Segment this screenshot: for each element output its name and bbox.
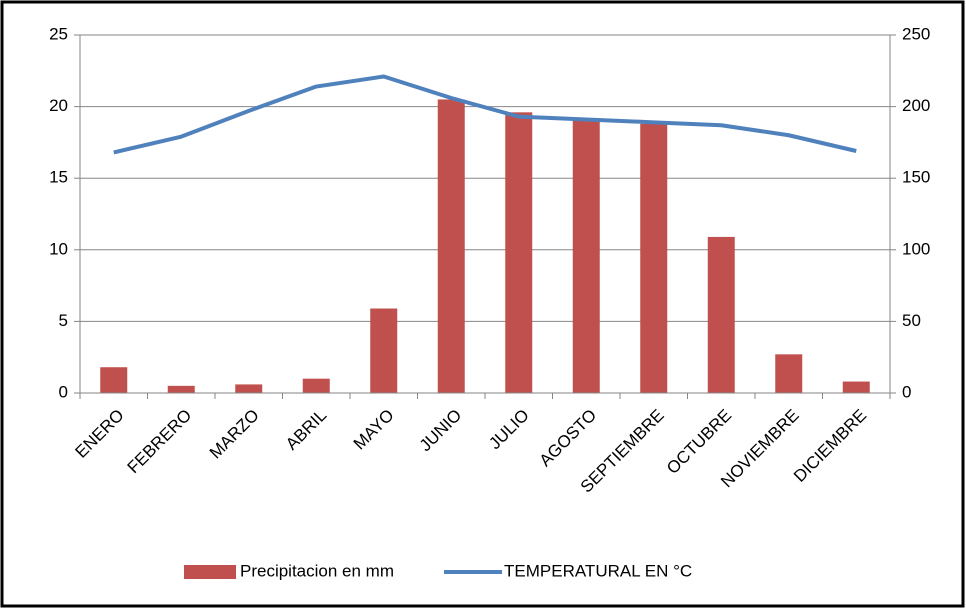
bar (572, 118, 600, 393)
bar (775, 354, 803, 393)
y2-tick-label: 100 (902, 239, 930, 258)
bar (505, 112, 533, 393)
y-tick-label: 15 (49, 168, 68, 187)
bar (842, 381, 870, 393)
y-tick-label: 10 (49, 239, 68, 258)
y2-tick-label: 200 (902, 96, 930, 115)
bar (370, 308, 398, 393)
y2-tick-label: 50 (902, 311, 921, 330)
bar (640, 123, 668, 393)
bar (235, 384, 263, 393)
legend-label: Precipitacion en mm (240, 561, 394, 580)
y2-tick-label: 0 (902, 382, 911, 401)
line (113, 74, 857, 155)
y-tick-label: 0 (59, 382, 68, 401)
bar (302, 378, 330, 393)
y-tick-label: 25 (49, 24, 68, 43)
y-tick-label: 5 (59, 311, 68, 330)
bar (100, 367, 128, 393)
y2-tick-label: 150 (902, 168, 930, 187)
legend-swatch (184, 565, 236, 579)
legend-label: TEMPERATURAL EN °C (504, 561, 692, 580)
y2-tick-label: 250 (902, 24, 930, 43)
bar (437, 99, 465, 393)
bar (167, 385, 195, 393)
bar (707, 236, 735, 393)
y-tick-label: 20 (49, 96, 68, 115)
